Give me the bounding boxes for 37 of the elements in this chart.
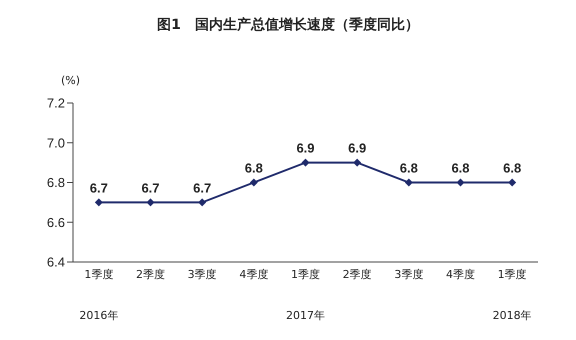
chart-title: 图1 国内生产总值增长速度（季度同比） — [156, 16, 420, 34]
x-tick-label: 4季度 — [446, 268, 475, 281]
x-tick-label: 4季度 — [239, 268, 268, 281]
data-label: 6.8 — [400, 160, 418, 176]
data-label: 6.9 — [296, 140, 315, 156]
point — [146, 198, 154, 206]
x-tick-label: 3季度 — [394, 268, 424, 281]
point — [198, 198, 206, 206]
point — [508, 178, 516, 186]
text: 2017年 — [285, 308, 326, 323]
y-tick-label: 7.2 — [46, 96, 65, 111]
point — [94, 198, 103, 206]
data-label: 6.7 — [90, 180, 108, 196]
point — [456, 178, 464, 186]
text: 2018年 — [492, 308, 533, 323]
data-label: 6.8 — [451, 160, 470, 176]
x-tick-label: 1季度 — [291, 268, 320, 281]
x-tick-label: 2季度 — [342, 268, 372, 281]
y-tick-label: 6.4 — [46, 254, 65, 270]
x-tick-label: 1季度 — [498, 268, 527, 281]
point — [302, 158, 310, 167]
x-tick-label: 1季度 — [84, 268, 114, 281]
data-label: 6.7 — [193, 180, 212, 196]
data-label: 6.8 — [503, 160, 522, 176]
point — [353, 158, 362, 167]
x-tick-label: 2季度 — [136, 268, 165, 281]
data-label: 6.7 — [141, 180, 160, 196]
y-tick-label: 7.0 — [46, 135, 65, 150]
y-tick-label: 6.6 — [46, 214, 65, 230]
text: 2016年 — [78, 308, 120, 323]
x-tick-label: 3季度 — [188, 268, 217, 281]
data-label: 6.9 — [348, 140, 366, 156]
data-label: 6.8 — [244, 160, 263, 176]
y-tick-label: 6.8 — [46, 175, 65, 190]
point — [404, 178, 413, 186]
point — [250, 178, 258, 186]
y-axis-title: (%) — [61, 74, 80, 87]
